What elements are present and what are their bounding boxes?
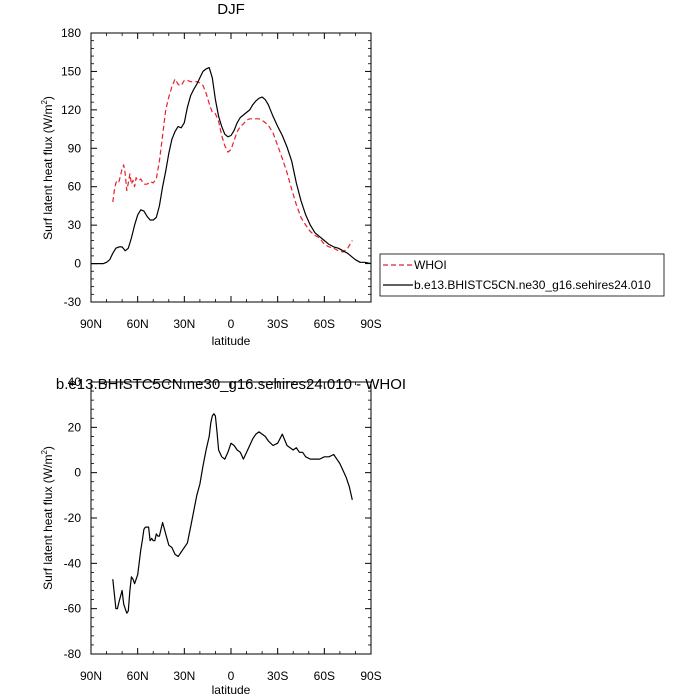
top-ytick-label: 30 (68, 218, 82, 232)
bottom-y-axis-label-sup: 2 (40, 450, 49, 455)
bottom-xtick-label: 30N (173, 669, 195, 683)
top-y-axis-label-sup: 2 (40, 100, 49, 105)
top-y-axis-label-main: Surf latent heat flux (W/m (41, 105, 55, 240)
bottom-ytick-label: -20 (64, 511, 82, 525)
bottom-ytick-label: -40 (64, 556, 82, 570)
top-x-axis-label: latitude (212, 334, 251, 348)
top-ytick-label: 150 (61, 64, 81, 78)
top-xtick-label: 0 (228, 317, 235, 331)
bottom-ticks (90, 381, 372, 655)
bottom-xtick-label: 60S (314, 669, 335, 683)
top-ytick-label: -30 (64, 295, 82, 309)
bottom-ytick-label: 40 (68, 375, 82, 389)
bottom-y-axis-label: Surf latent heat flux (W/m2) (40, 446, 55, 590)
bottom-y-axis-label-main: Surf latent heat flux (W/m (41, 455, 55, 590)
top-y-tick-labels: -30 0 30 60 90 120 150 180 (61, 26, 81, 309)
bottom-xtick-label: 90N (80, 669, 102, 683)
top-ticks (90, 32, 372, 303)
top-xtick-label: 90S (360, 317, 381, 331)
bottom-series-line-0 (112, 413, 353, 614)
top-x-tick-labels: 90N 60N 30N 0 30S 60S 90S (80, 317, 382, 331)
bottom-ytick-label: 0 (74, 466, 81, 480)
bottom-ytick-label: 20 (68, 420, 82, 434)
top-y-axis-label: Surf latent heat flux (W/m2) (40, 96, 55, 240)
legend-box (379, 253, 665, 297)
legend: WHOI b.e13.BHISTC5CN.ne30_g16.sehires24.… (379, 253, 665, 297)
bottom-xtick-label: 60N (127, 669, 149, 683)
bottom-plot-frame (90, 381, 372, 655)
top-chart-title: DJF (217, 1, 245, 18)
top-ytick-label: 90 (68, 141, 82, 155)
top-ytick-label: 60 (68, 180, 82, 194)
top-plot-frame (90, 32, 372, 303)
top-series-line-0 (112, 78, 353, 253)
top-ytick-label: 180 (61, 26, 81, 40)
top-xtick-label: 30N (173, 317, 195, 331)
top-ytick-label: 120 (61, 103, 81, 117)
legend-label-whoi: WHOI (414, 258, 447, 272)
top-xtick-label: 30S (267, 317, 288, 331)
bottom-panel: b.e13.BHISTC5CN.ne30_g16.sehires24.010 -… (40, 375, 406, 697)
top-series-lines (91, 66, 372, 265)
top-xtick-label: 60S (314, 317, 335, 331)
top-y-axis-label-tail: ) (41, 96, 55, 100)
bottom-xtick-label: 30S (267, 669, 288, 683)
bottom-series-lines (112, 413, 353, 614)
bottom-y-axis-label-tail: ) (41, 446, 55, 450)
bottom-xtick-label: 90S (360, 669, 381, 683)
legend-label-model: b.e13.BHISTC5CN.ne30_g16.sehires24.010 (414, 278, 651, 292)
top-xtick-label: 60N (127, 317, 149, 331)
bottom-x-axis-label: latitude (212, 683, 251, 697)
top-series-line-1 (91, 66, 372, 265)
bottom-ytick-label: -80 (64, 647, 82, 661)
bottom-ytick-label: -60 (64, 602, 82, 616)
top-xtick-label: 90N (80, 317, 102, 331)
bottom-x-tick-labels: 90N 60N 30N 0 30S 60S 90S (80, 669, 382, 683)
top-ytick-label: 0 (74, 257, 81, 271)
bottom-y-tick-labels: -80 -60 -40 -20 0 20 40 (64, 375, 82, 661)
bottom-xtick-label: 0 (228, 669, 235, 683)
top-panel: DJF -30 0 30 60 90 120 150 180 90N 60N 30N 0 30S 60S… (40, 1, 665, 348)
